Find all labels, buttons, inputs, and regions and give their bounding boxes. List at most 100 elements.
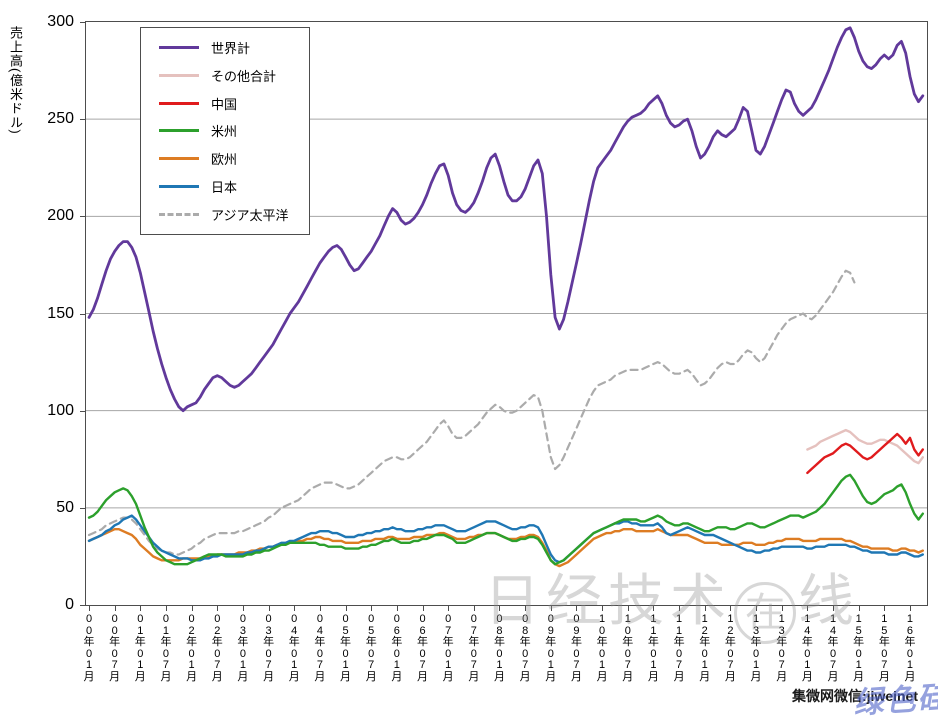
y-tick-mark <box>80 313 85 315</box>
x-tick-label: 1 1 年 0 1 月 <box>647 613 659 683</box>
x-tick-label: 0 1 年 0 1 月 <box>134 613 146 683</box>
x-tick-mark <box>140 606 142 611</box>
x-tick-mark <box>499 606 501 611</box>
legend-label: 米州 <box>211 124 238 140</box>
x-tick-label: 0 2 年 0 7 月 <box>211 613 223 683</box>
x-tick-mark <box>653 606 655 611</box>
y-tick-mark <box>80 119 85 121</box>
series-line-asia_pacific <box>87 269 856 556</box>
legend-item-others_total: その他合計 <box>141 66 309 85</box>
x-tick-label: 0 6 年 0 7 月 <box>417 613 429 683</box>
x-tick-mark <box>602 606 604 611</box>
x-tick-mark <box>345 606 347 611</box>
x-tick-mark <box>909 606 911 611</box>
legend-item-japan: 日本 <box>141 177 309 196</box>
x-tick-label: 0 8 年 0 1 月 <box>493 613 505 683</box>
series-line-china <box>806 432 924 475</box>
x-tick-label: 1 0 年 0 1 月 <box>596 613 608 683</box>
x-tick-label: 0 2 年 0 1 月 <box>186 613 198 683</box>
x-tick-mark <box>807 606 809 611</box>
legend-label: 日本 <box>211 179 238 195</box>
x-tick-label: 1 1 年 0 7 月 <box>673 613 685 683</box>
x-tick-mark <box>448 606 450 611</box>
legend-item-europe: 欧州 <box>141 149 309 168</box>
x-tick-mark <box>781 606 783 611</box>
x-tick-mark <box>319 606 321 611</box>
x-tick-mark <box>858 606 860 611</box>
legend-line-sample <box>159 101 199 105</box>
x-tick-mark <box>165 606 167 611</box>
x-tick-label: 1 2 年 0 1 月 <box>699 613 711 683</box>
x-tick-label: 0 5 年 0 1 月 <box>340 613 352 683</box>
x-tick-label: 0 8 年 0 7 月 <box>519 613 531 683</box>
x-tick-label: 1 5 年 0 7 月 <box>878 613 890 683</box>
x-tick-mark <box>704 606 706 611</box>
y-tick-mark <box>80 22 85 23</box>
x-tick-mark <box>473 606 475 611</box>
x-tick-mark <box>756 606 758 611</box>
x-tick-mark <box>627 606 629 611</box>
legend-label: 中国 <box>211 96 238 112</box>
x-tick-mark <box>525 606 527 611</box>
legend-line-sample <box>159 212 199 216</box>
x-tick-mark <box>550 606 552 611</box>
x-tick-mark <box>730 606 732 611</box>
x-tick-label: 0 9 年 0 7 月 <box>570 613 582 683</box>
legend-label: アジア太平洋 <box>211 207 289 223</box>
legend-line-sample <box>159 157 199 161</box>
x-tick-label: 1 3 年 0 1 月 <box>750 613 762 683</box>
chart-canvas <box>86 26 927 568</box>
y-tick-mark <box>80 216 85 218</box>
x-tick-label: 1 2 年 0 7 月 <box>724 613 736 683</box>
legend-label: 世界計 <box>211 41 251 57</box>
x-tick-label: 0 0 年 0 1 月 <box>83 613 95 683</box>
x-tick-mark <box>268 606 270 611</box>
x-tick-label: 0 7 年 0 1 月 <box>442 613 454 683</box>
x-tick-mark <box>422 606 424 611</box>
y-tick-label: 150 <box>47 304 74 322</box>
legend-line-sample <box>159 46 199 50</box>
x-tick-mark <box>294 606 296 611</box>
y-tick-label: 0 <box>65 596 74 613</box>
legend-item-asia_pacific: アジア太平洋 <box>141 205 309 224</box>
series-line-others_total <box>806 428 924 465</box>
x-tick-label: 0 9 年 0 1 月 <box>545 613 557 683</box>
y-tick-label: 200 <box>47 207 74 225</box>
y-tick-label: 100 <box>47 401 74 419</box>
x-tick-mark <box>396 606 398 611</box>
x-tick-label: 1 5 年 0 1 月 <box>853 613 865 683</box>
x-tick-label: 0 5 年 0 7 月 <box>365 613 377 683</box>
legend-label: 欧州 <box>211 152 238 168</box>
legend: 世界計その他合計中国米州欧州日本アジア太平洋 <box>140 27 310 235</box>
x-tick-label: 1 6 年 0 1 月 <box>904 613 916 683</box>
y-tick-mark <box>80 605 85 606</box>
x-tick-mark <box>371 606 373 611</box>
x-tick-mark <box>217 606 219 611</box>
x-tick-label: 0 0 年 0 7 月 <box>109 613 121 683</box>
watermark-blue-script: 绿色硅岛 <box>852 677 938 716</box>
legend-item-americas: 米州 <box>141 121 309 140</box>
legend-line-sample <box>159 184 199 188</box>
series-line-japan <box>87 514 924 564</box>
x-tick-mark <box>833 606 834 611</box>
legend-line-sample <box>159 74 199 78</box>
watermark-jiwei: 集微网微信:jiweinet <box>792 688 919 704</box>
x-tick-mark <box>89 606 90 611</box>
y-tick-label: 50 <box>56 498 74 516</box>
x-tick-mark <box>884 606 886 611</box>
x-tick-label: 1 4 年 0 1 月 <box>801 613 813 683</box>
x-tick-label: 1 0 年 0 7 月 <box>622 613 634 683</box>
legend-item-china: 中国 <box>141 94 309 113</box>
x-tick-label: 0 6 年 0 1 月 <box>391 613 403 683</box>
x-tick-label: 0 3 年 0 1 月 <box>237 613 249 683</box>
x-tick-mark <box>242 606 244 611</box>
x-tick-label: 0 1 年 0 7 月 <box>160 613 172 683</box>
series-line-world <box>87 26 925 413</box>
x-tick-label: 0 7 年 0 7 月 <box>468 613 480 683</box>
legend-label: その他合計 <box>211 69 277 85</box>
x-tick-label: 0 3 年 0 7 月 <box>263 613 275 683</box>
legend-line-sample <box>159 129 199 133</box>
series-line-americas <box>87 473 924 566</box>
y-tick-mark <box>80 507 85 509</box>
